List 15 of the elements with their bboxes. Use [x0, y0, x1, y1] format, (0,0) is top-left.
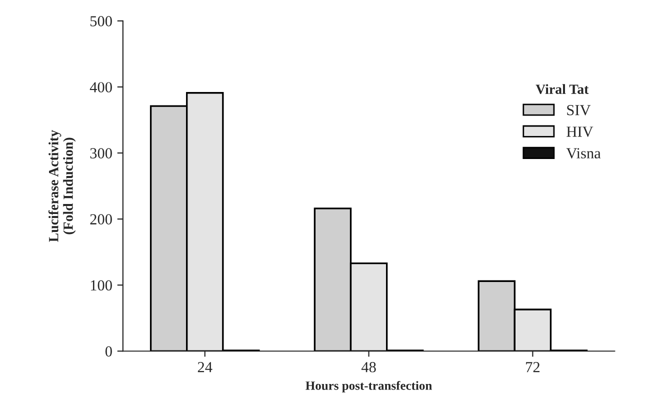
legend-label: SIV	[567, 104, 591, 116]
x-tick-label: 24	[198, 362, 212, 372]
x-tick-label: 48	[361, 362, 376, 372]
y-tick-label: 0	[105, 346, 112, 357]
y-tick-label: 500	[90, 16, 112, 26]
y-tick-label: 100	[90, 280, 112, 291]
x-tick-label: 72	[526, 362, 540, 372]
y-axis-title: Luciferase Activity (Fold Induction)	[48, 130, 76, 242]
y-tick-label: 400	[90, 82, 112, 92]
legend-label: HIV	[566, 126, 594, 137]
legend-title: Viral Tat	[536, 84, 589, 94]
y-tick-label: 200	[90, 214, 112, 224]
legend-label: Visna	[566, 148, 601, 159]
x-axis-title: Hours post-transfection	[306, 380, 432, 392]
y-tick-label: 300	[90, 148, 112, 158]
